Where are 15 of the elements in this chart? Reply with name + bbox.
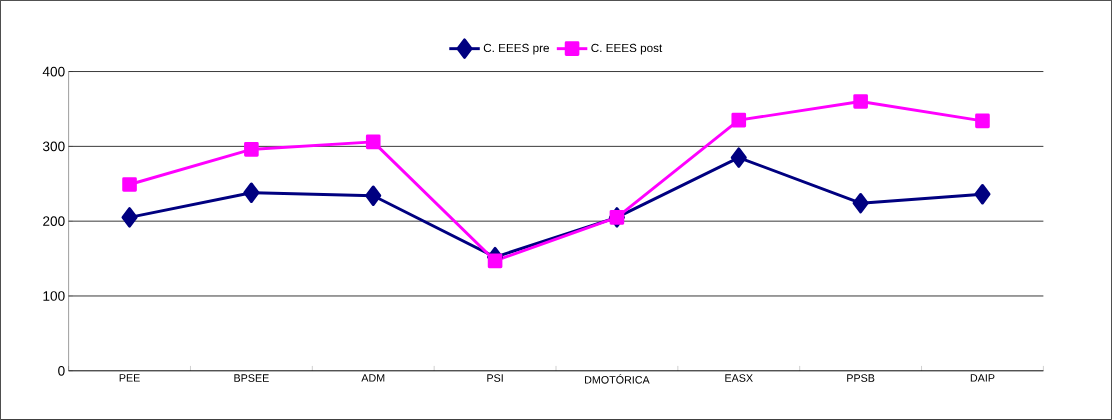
x-tick-label: PEE (119, 374, 140, 382)
y-tick-label: 100 (43, 291, 65, 301)
x-tick-label: EASX (725, 374, 753, 382)
y-tick-label: 0 (58, 365, 65, 376)
x-tick-label: PSI (487, 374, 503, 382)
legend-label: C. EEES post (591, 43, 663, 55)
x-tick-label: ADM (361, 374, 385, 382)
x-tick-label: DAIP (970, 374, 995, 382)
y-tick-label: 400 (42, 66, 65, 77)
x-tick-label: PPSB (847, 374, 875, 382)
legend-label: C. EEES pre (483, 43, 549, 55)
y-tick-label: 200 (43, 216, 65, 227)
y-tick-label: 300 (42, 141, 65, 152)
x-tick-label: BPSEE (234, 374, 269, 382)
x-tick-label: DMOTÓRICA (585, 374, 650, 384)
